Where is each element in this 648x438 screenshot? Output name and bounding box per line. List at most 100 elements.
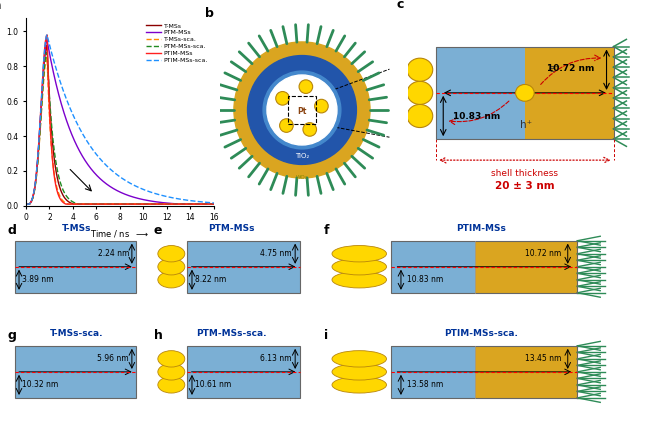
Circle shape (315, 99, 328, 113)
Text: h: h (154, 329, 163, 343)
Text: i: i (324, 329, 328, 343)
PTIM-MSs-sca. (210, 200, 218, 205)
Text: 10.32 nm: 10.32 nm (22, 380, 58, 389)
T-MSs (210, 201, 218, 207)
T-MSs-sca. (134, 201, 142, 207)
Line: PTIM-MSs: PTIM-MSs (26, 35, 214, 204)
Bar (525, 46, 614, 139)
Text: 2.24 nm: 2.24 nm (98, 249, 129, 258)
Text: 13.58 nm: 13.58 nm (408, 380, 444, 389)
PTIM-MSs (43, 32, 51, 38)
PTIM-MSs (22, 201, 30, 207)
Bar (15, 241, 136, 293)
Text: PTIM-MSs-sca.: PTIM-MSs-sca. (444, 329, 518, 339)
Bar (436, 46, 614, 139)
Circle shape (332, 364, 386, 380)
PTM-MSs-sca. (210, 201, 218, 207)
T-MSs-sca. (113, 201, 121, 207)
T-MSs-sca. (176, 201, 184, 207)
T-MSs (113, 201, 121, 207)
PTM-MSs (176, 201, 184, 207)
Bar (475, 241, 577, 293)
PTM-MSs-sca. (111, 201, 119, 207)
T-MSs (22, 201, 30, 207)
Text: PTM-MSs: PTM-MSs (209, 224, 255, 233)
Circle shape (158, 377, 185, 393)
PTIM-MSs (210, 201, 218, 207)
Text: Pt: Pt (297, 107, 307, 117)
Circle shape (280, 119, 293, 132)
Legend: T-MSs, PTM-MSs, T-MSs-sca., PTM-MSs-sca., PTIM-MSs, PTIM-MSs-sca.: T-MSs, PTM-MSs, T-MSs-sca., PTM-MSs-sca.… (143, 21, 211, 66)
Text: T-MSs: T-MSs (62, 224, 91, 233)
T-MSs-sca. (43, 55, 51, 60)
PTM-MSs (22, 201, 30, 207)
T-MSs-sca. (124, 201, 132, 207)
Text: WO₃: WO₃ (296, 175, 308, 180)
Circle shape (263, 71, 341, 149)
Bar (391, 241, 475, 293)
Bar (391, 241, 577, 293)
PTM-MSs-sca. (22, 201, 30, 207)
Circle shape (276, 92, 289, 105)
Text: 8.22 nm: 8.22 nm (195, 275, 226, 284)
Text: 6.13 nm: 6.13 nm (260, 354, 292, 364)
Circle shape (158, 364, 185, 380)
Text: f: f (324, 224, 329, 237)
Text: h⁺: h⁺ (520, 120, 533, 130)
PTM-MSs (206, 201, 214, 207)
PTM-MSs (43, 38, 51, 43)
T-MSs (43, 43, 51, 48)
Text: 20 ± 3 nm: 20 ± 3 nm (495, 181, 555, 191)
Line: T-MSs-sca.: T-MSs-sca. (26, 58, 214, 204)
PTIM-MSs (111, 201, 119, 207)
Text: b: b (205, 7, 214, 20)
Line: PTM-MSs: PTM-MSs (26, 40, 214, 204)
T-MSs (176, 201, 184, 207)
PTM-MSs-sca. (134, 201, 142, 207)
T-MSs (124, 201, 132, 207)
Circle shape (248, 56, 356, 164)
Bar (391, 346, 577, 398)
Bar (288, 96, 316, 124)
T-MSs (206, 201, 214, 207)
Circle shape (158, 246, 185, 262)
Text: c: c (397, 0, 404, 11)
Text: g: g (8, 329, 17, 343)
Circle shape (303, 123, 316, 136)
Text: PTM-MSs-sca.: PTM-MSs-sca. (196, 329, 267, 339)
Text: 4.75 nm: 4.75 nm (260, 249, 292, 258)
Bar (187, 346, 300, 398)
PTIM-MSs (176, 201, 184, 207)
Text: 5.96 nm: 5.96 nm (97, 354, 129, 364)
Circle shape (407, 104, 433, 127)
Bar (15, 346, 136, 398)
Circle shape (332, 246, 386, 262)
PTIM-MSs-sca. (206, 200, 214, 205)
Text: In₂O₃: In₂O₃ (294, 165, 310, 170)
PTIM-MSs-sca. (113, 172, 121, 177)
PTIM-MSs-sca. (43, 32, 51, 38)
T-MSs (111, 201, 119, 207)
Circle shape (332, 351, 386, 367)
Text: e: e (154, 224, 163, 237)
PTM-MSs-sca. (206, 201, 214, 207)
Text: TiO₂: TiO₂ (295, 153, 309, 159)
PTM-MSs-sca. (113, 201, 121, 207)
Line: T-MSs: T-MSs (26, 46, 214, 204)
PTM-MSs (134, 196, 142, 201)
T-MSs-sca. (210, 201, 218, 207)
Text: T-MSs-sca.: T-MSs-sca. (49, 329, 103, 339)
PTM-MSs-sca. (124, 201, 132, 207)
Text: 13.45 nm: 13.45 nm (525, 354, 561, 364)
Circle shape (332, 377, 386, 393)
PTIM-MSs-sca. (176, 197, 184, 202)
T-MSs-sca. (111, 201, 119, 207)
Text: e⁻: e⁻ (548, 64, 560, 74)
Circle shape (407, 58, 433, 81)
PTIM-MSs-sca. (111, 171, 119, 176)
Text: 10.83 nm: 10.83 nm (454, 113, 501, 121)
Text: PTIM-MSs: PTIM-MSs (456, 224, 506, 233)
X-axis label: Time / ns  $\longrightarrow$: Time / ns $\longrightarrow$ (90, 228, 150, 239)
Circle shape (516, 85, 534, 101)
Circle shape (299, 80, 312, 93)
